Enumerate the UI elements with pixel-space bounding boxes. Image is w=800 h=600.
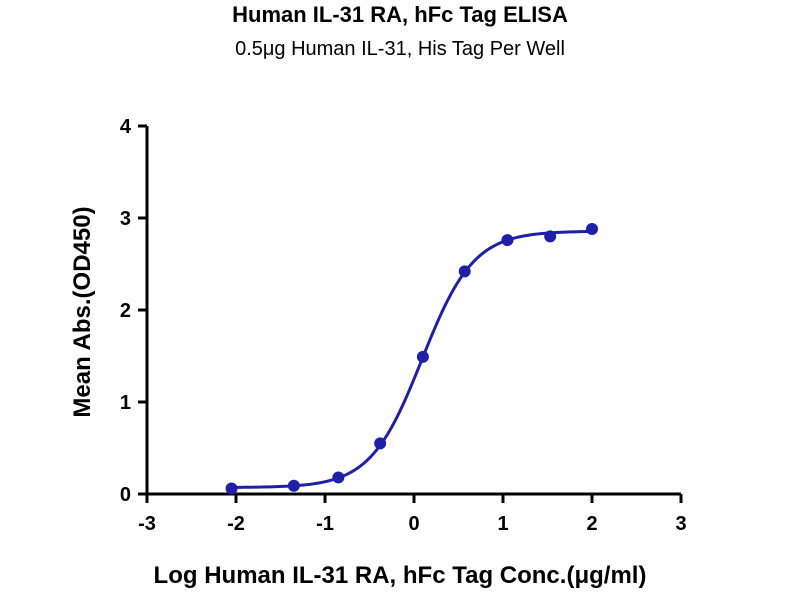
- data-point: [225, 482, 238, 495]
- chart-title: Human IL-31 RA, hFc Tag ELISA: [232, 2, 568, 27]
- data-point: [458, 265, 471, 278]
- data-point: [332, 471, 345, 484]
- x-tick-label: -3: [138, 513, 156, 535]
- data-points-layer: [225, 223, 598, 495]
- x-axis-label: Log Human IL-31 RA, hFc Tag Conc.(μg/ml): [153, 562, 647, 589]
- x-tick-label: -1: [316, 513, 334, 535]
- y-tick-label: 0: [120, 484, 131, 506]
- data-point: [501, 234, 514, 247]
- y-tick-label: 4: [120, 116, 132, 138]
- x-tick-label: 2: [586, 513, 597, 535]
- fit-curve-layer: [231, 229, 593, 489]
- data-point: [374, 437, 387, 450]
- fit-curve: [231, 229, 593, 489]
- x-tick-label: 3: [675, 513, 686, 535]
- x-tick-label: 0: [408, 513, 419, 535]
- x-tick-label: 1: [497, 513, 508, 535]
- data-point: [416, 350, 429, 363]
- y-tick-label: 2: [120, 300, 131, 322]
- y-tick-label: 1: [120, 392, 131, 414]
- data-point: [586, 223, 598, 236]
- x-tick-label: -2: [227, 513, 245, 535]
- y-tick-label: 3: [120, 208, 131, 230]
- data-point: [544, 230, 557, 243]
- chart-subtitle: 0.5μg Human IL-31, His Tag Per Well: [235, 38, 565, 60]
- data-point: [287, 479, 300, 492]
- axes: -3 -2 -1 0 1 2 3 0 1 2 3 4: [120, 116, 687, 535]
